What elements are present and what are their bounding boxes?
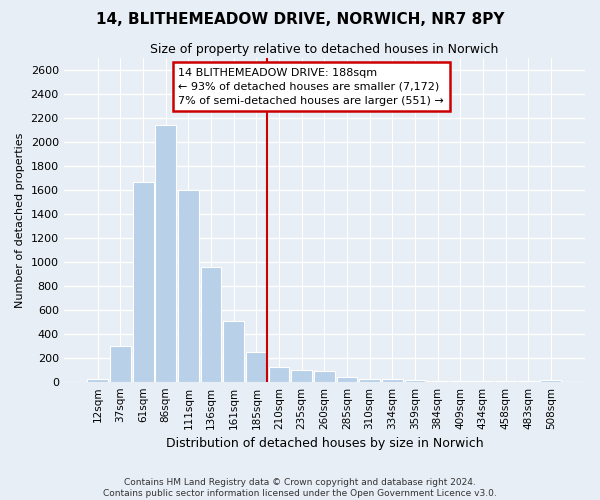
- Bar: [269, 368, 289, 382]
- Y-axis label: Number of detached properties: Number of detached properties: [15, 132, 25, 308]
- Bar: [337, 377, 358, 382]
- Text: 14, BLITHEMEADOW DRIVE, NORWICH, NR7 8PY: 14, BLITHEMEADOW DRIVE, NORWICH, NR7 8PY: [96, 12, 504, 28]
- Text: Contains HM Land Registry data © Crown copyright and database right 2024.
Contai: Contains HM Land Registry data © Crown c…: [103, 478, 497, 498]
- Bar: [541, 380, 562, 382]
- Bar: [404, 380, 425, 382]
- Title: Size of property relative to detached houses in Norwich: Size of property relative to detached ho…: [150, 42, 499, 56]
- X-axis label: Distribution of detached houses by size in Norwich: Distribution of detached houses by size …: [166, 437, 483, 450]
- Bar: [200, 266, 221, 382]
- Bar: [246, 352, 267, 382]
- Bar: [110, 346, 131, 382]
- Bar: [178, 190, 199, 382]
- Bar: [291, 370, 312, 382]
- Bar: [472, 381, 493, 382]
- Bar: [88, 380, 108, 382]
- Bar: [382, 380, 403, 382]
- Bar: [359, 380, 380, 382]
- Bar: [155, 125, 176, 382]
- Bar: [133, 182, 154, 382]
- Bar: [223, 320, 244, 382]
- Bar: [450, 380, 470, 382]
- Bar: [314, 371, 335, 382]
- Text: 14 BLITHEMEADOW DRIVE: 188sqm
← 93% of detached houses are smaller (7,172)
7% of: 14 BLITHEMEADOW DRIVE: 188sqm ← 93% of d…: [178, 68, 444, 106]
- Bar: [427, 381, 448, 382]
